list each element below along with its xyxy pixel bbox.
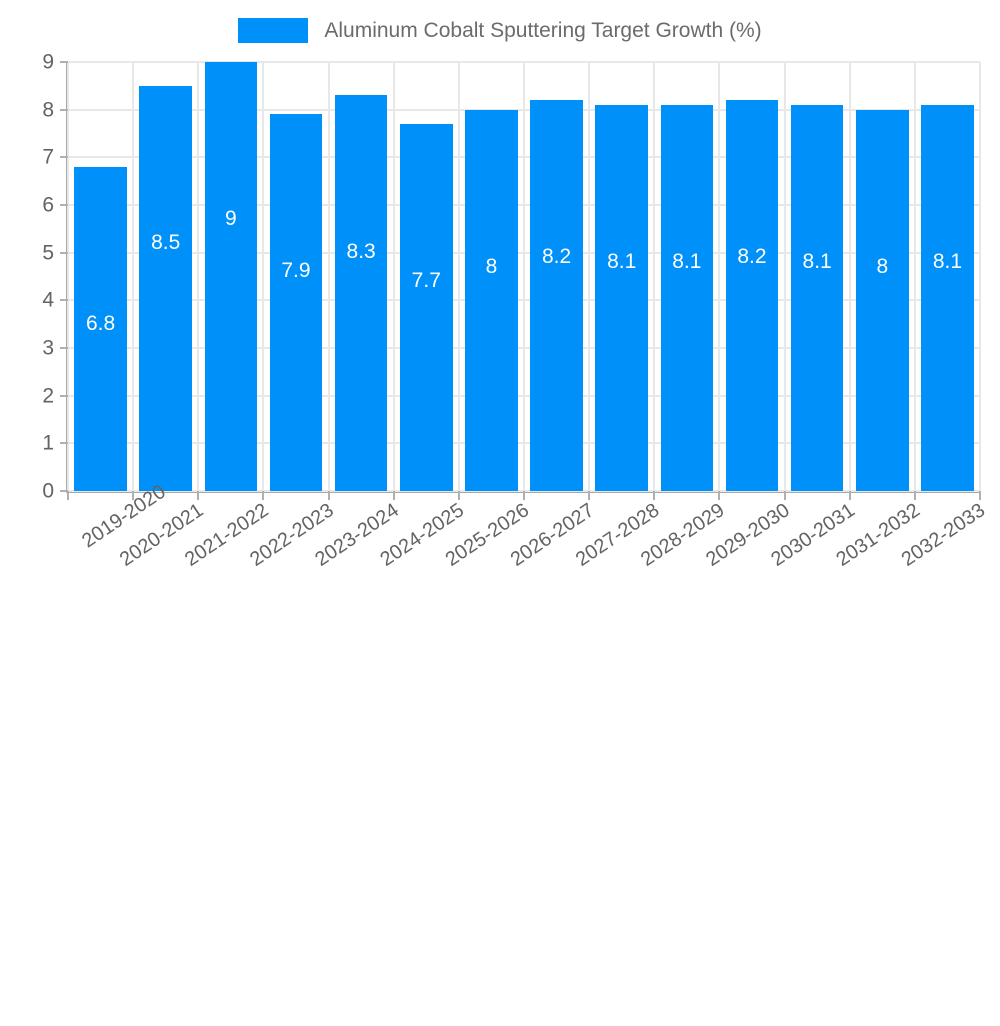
bar[interactable]: 7.7 xyxy=(400,123,453,491)
x-tick-mark xyxy=(457,491,460,500)
bars-container: 6.8 8.5 9 7.9 8.3 7.7 8 8.2 8.1 8.1 8.2 8.1 8 8.1 xyxy=(68,62,980,491)
bar-value-label: 8.5 xyxy=(151,230,181,254)
x-axis-ticks xyxy=(67,62,981,500)
x-tick-mark xyxy=(718,491,721,500)
bar-chart: Aluminum Cobalt Sputtering Target Growth… xyxy=(0,14,1000,600)
gridline-vertical xyxy=(783,62,786,491)
x-tick-mark xyxy=(67,491,69,500)
x-tick-mark xyxy=(262,491,265,500)
gridline-vertical xyxy=(67,62,69,491)
y-tick-mark xyxy=(60,299,68,302)
legend-series-label: Aluminum Cobalt Sputtering Target Growth… xyxy=(324,18,762,42)
bar-value-label: 8.1 xyxy=(802,249,832,273)
bar[interactable]: 8 xyxy=(465,109,518,491)
gridline-vertical xyxy=(588,62,591,491)
x-tick-mark xyxy=(197,491,200,500)
bar[interactable]: 7.9 xyxy=(269,114,323,491)
gridline-vertical xyxy=(262,62,265,491)
gridline-vertical xyxy=(392,62,395,491)
y-tick-label: 5 xyxy=(42,241,54,265)
x-tick-mark xyxy=(588,491,591,500)
x-tick-mark xyxy=(848,491,851,500)
y-tick-label: 9 xyxy=(42,50,54,74)
x-tick-mark xyxy=(653,491,656,500)
y-axis-ticks: 0 1 2 3 4 5 6 7 8 9 xyxy=(42,52,980,502)
bar-value-label: 7.9 xyxy=(281,259,311,283)
y-tick-label: 6 xyxy=(42,193,54,217)
bar-value-label: 8.1 xyxy=(672,249,702,273)
y-tick-mark xyxy=(60,108,68,111)
gridline-vertical xyxy=(523,62,525,491)
bar[interactable]: 8 xyxy=(856,109,909,491)
y-tick-label: 7 xyxy=(42,145,54,169)
bar-value-label: 8 xyxy=(485,254,498,278)
bar-value-label: 8.1 xyxy=(607,249,637,273)
x-tick-mark xyxy=(327,491,330,500)
bar[interactable]: 8.3 xyxy=(334,95,388,491)
bar-value-label: 8.1 xyxy=(932,249,963,273)
bar[interactable]: 9 xyxy=(204,62,258,491)
bar-value-label: 8.3 xyxy=(346,240,376,264)
y-tick-mark xyxy=(60,156,68,159)
y-tick-mark xyxy=(60,442,68,445)
bar-value-label: 9 xyxy=(225,207,237,230)
vertical-gridlines xyxy=(67,62,981,491)
y-tick-label: 1 xyxy=(42,431,54,455)
bar-value-label: 8.2 xyxy=(541,245,572,269)
bar[interactable]: 8.1 xyxy=(660,104,714,491)
x-tick-mark xyxy=(783,491,786,500)
y-tick-label: 0 xyxy=(42,479,54,503)
y-tick-mark xyxy=(60,394,68,397)
gridline-vertical xyxy=(197,62,200,491)
bar[interactable]: 8.1 xyxy=(790,104,844,491)
y-tick-label: 3 xyxy=(42,336,54,360)
gridline-vertical xyxy=(848,62,851,491)
legend-color-swatch xyxy=(238,17,309,43)
gridline-vertical xyxy=(132,62,135,491)
y-tick-mark xyxy=(60,61,68,63)
bar[interactable]: 6.8 xyxy=(74,166,127,491)
x-tick-mark xyxy=(132,491,135,500)
x-tick-mark xyxy=(392,491,395,500)
y-tick-label: 4 xyxy=(42,288,54,312)
plot-area: 0 1 2 3 4 5 6 7 8 9 6.8 8.5 9 7.9 8.3 7.7 8 8.2 8.1 8.1 8.2… xyxy=(42,52,981,502)
bar-value-label: 8 xyxy=(876,254,889,278)
bar-value-label: 8.2 xyxy=(737,245,767,269)
gridline-vertical xyxy=(457,62,460,491)
y-tick-mark xyxy=(60,204,68,206)
x-tick-mark xyxy=(979,491,981,500)
y-tick-mark xyxy=(60,347,68,349)
gridline-vertical xyxy=(913,62,916,491)
bar-value-label: 6.8 xyxy=(85,311,116,335)
bar[interactable]: 8.2 xyxy=(725,100,779,491)
gridline-vertical xyxy=(718,62,721,491)
bar[interactable]: 8.5 xyxy=(139,85,192,491)
gridline-vertical xyxy=(327,62,330,491)
gridline-vertical xyxy=(979,62,981,491)
bar[interactable]: 8.1 xyxy=(921,104,974,491)
y-tick-mark xyxy=(60,490,68,492)
x-tick-mark xyxy=(913,491,916,500)
x-tick-mark xyxy=(523,491,525,500)
bar[interactable]: 8.1 xyxy=(595,104,648,491)
gridline-vertical xyxy=(653,62,656,491)
chart-legend: Aluminum Cobalt Sputtering Target Growth… xyxy=(0,14,1000,46)
y-tick-mark xyxy=(60,251,68,254)
y-tick-label: 2 xyxy=(42,384,54,408)
bar-value-label: 7.7 xyxy=(411,268,441,292)
bar[interactable]: 8.2 xyxy=(530,100,583,491)
x-axis-labels: 2019-2020 2020-2021 2021-2022 2022-2023 2023… xyxy=(68,481,989,600)
y-tick-label: 8 xyxy=(42,98,54,122)
